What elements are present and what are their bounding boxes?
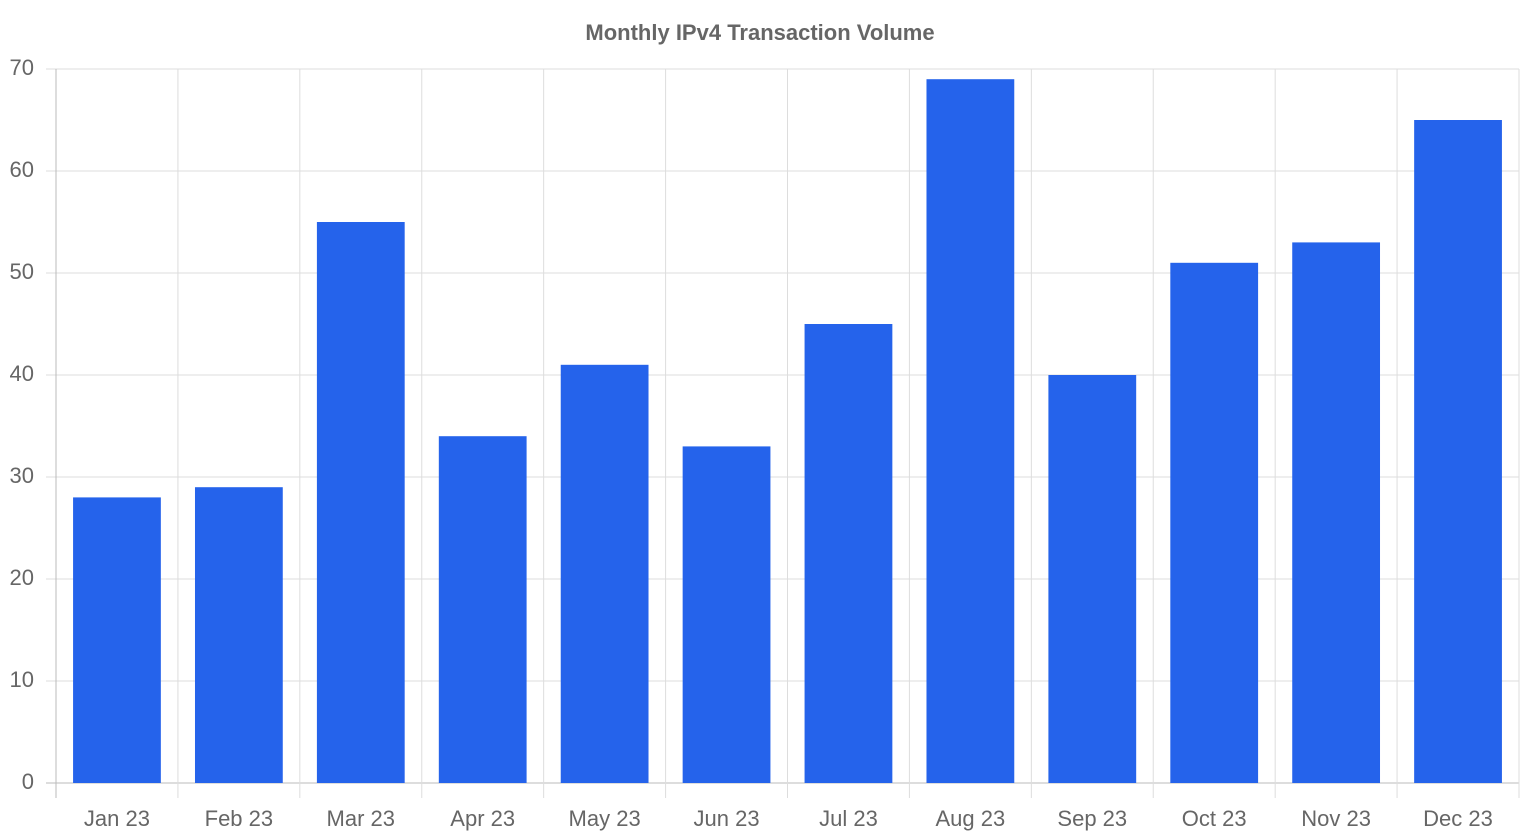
x-tick-label: May 23	[569, 806, 641, 831]
chart-title: Monthly IPv4 Transaction Volume	[585, 20, 934, 45]
x-tick-label: Jan 23	[84, 806, 150, 831]
x-tick-label: Jun 23	[694, 806, 760, 831]
bar	[1048, 375, 1137, 783]
x-tick-label: Nov 23	[1301, 806, 1371, 831]
x-tick-label: Sep 23	[1057, 806, 1127, 831]
x-tick-label: Aug 23	[936, 806, 1006, 831]
x-tick-label: Dec 23	[1423, 806, 1493, 831]
y-tick-label: 20	[10, 565, 34, 590]
x-tick-label: Oct 23	[1182, 806, 1247, 831]
x-tick-label: Feb 23	[205, 806, 274, 831]
bar	[1170, 262, 1259, 783]
y-tick-label: 70	[10, 55, 34, 80]
bar	[804, 324, 893, 783]
bar	[316, 222, 405, 783]
bar	[926, 79, 1015, 783]
y-tick-label: 30	[10, 463, 34, 488]
y-tick-label: 60	[10, 157, 34, 182]
y-tick-label: 40	[10, 361, 34, 386]
bar	[194, 487, 283, 783]
bar	[682, 446, 771, 783]
bar	[1414, 120, 1502, 783]
x-tick-label: Apr 23	[450, 806, 515, 831]
x-tick-label: Mar 23	[327, 806, 395, 831]
y-tick-label: 10	[10, 667, 34, 692]
y-tick-label: 50	[10, 259, 34, 284]
bar	[73, 497, 161, 783]
x-tick-label: Jul 23	[819, 806, 878, 831]
y-tick-label: 0	[22, 769, 34, 794]
bar	[560, 364, 649, 783]
bar	[438, 436, 527, 783]
bar	[1292, 242, 1381, 783]
